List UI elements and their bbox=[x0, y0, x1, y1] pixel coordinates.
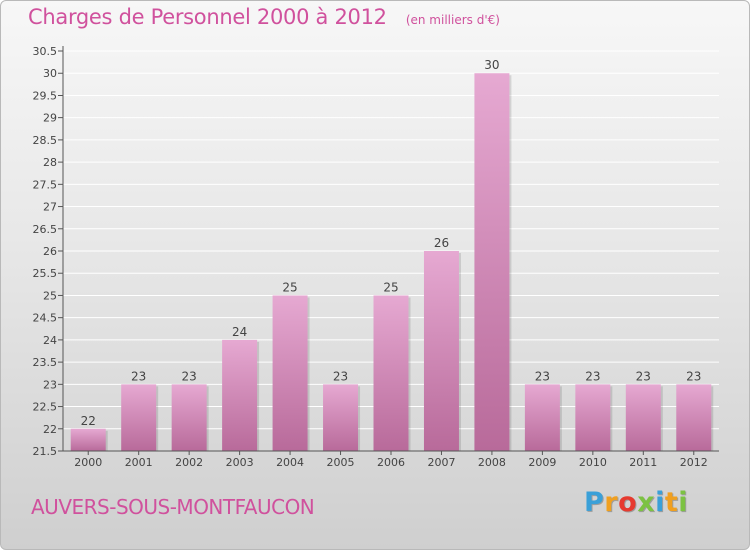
y-tick-label: 28.5 bbox=[33, 134, 58, 147]
value-label: 22 bbox=[81, 414, 96, 428]
y-tick-label: 26.5 bbox=[33, 223, 58, 236]
y-tick-label: 22.5 bbox=[33, 401, 58, 414]
value-label: 25 bbox=[282, 280, 297, 294]
value-label: 23 bbox=[182, 369, 197, 383]
value-label: 23 bbox=[585, 369, 600, 383]
title-text: Charges de Personnel 2000 à 2012 bbox=[28, 5, 387, 29]
x-tick-label: 2006 bbox=[377, 456, 405, 469]
x-tick-label: 2001 bbox=[125, 456, 153, 469]
y-tick-label: 29.5 bbox=[33, 89, 58, 102]
bar-2006 bbox=[373, 295, 409, 451]
x-tick-label: 2010 bbox=[579, 456, 607, 469]
bar-2011 bbox=[625, 384, 661, 451]
y-tick-label: 27.5 bbox=[33, 178, 58, 191]
x-tick-label: 2009 bbox=[528, 456, 556, 469]
bar-2000 bbox=[70, 428, 106, 451]
bar-2004 bbox=[272, 295, 308, 451]
value-label: 23 bbox=[686, 369, 701, 383]
y-tick-label: 26 bbox=[43, 245, 57, 258]
y-tick-label: 25 bbox=[43, 289, 57, 302]
commune-name: AUVERS-SOUS-MONTFAUCON bbox=[31, 495, 315, 519]
x-tick-label: 2012 bbox=[680, 456, 708, 469]
chart-title: Charges de Personnel 2000 à 2012 (en mil… bbox=[28, 5, 500, 29]
y-tick-label: 30 bbox=[43, 67, 57, 80]
y-tick-label: 23 bbox=[43, 378, 57, 391]
x-tick-label: 2008 bbox=[478, 456, 506, 469]
y-tick-label: 24 bbox=[43, 334, 57, 347]
value-label: 26 bbox=[434, 236, 449, 250]
value-label: 30 bbox=[484, 58, 499, 72]
y-tick-label: 21.5 bbox=[33, 445, 58, 458]
x-tick-label: 2007 bbox=[427, 456, 455, 469]
y-tick-label: 28 bbox=[43, 156, 57, 169]
bar-2003 bbox=[222, 339, 258, 451]
bar-2002 bbox=[171, 384, 207, 451]
y-tick-label: 22 bbox=[43, 423, 57, 436]
value-label: 24 bbox=[232, 325, 247, 339]
y-tick-label: 24.5 bbox=[33, 312, 58, 325]
x-tick-label: 2002 bbox=[175, 456, 203, 469]
value-label: 23 bbox=[535, 369, 550, 383]
value-label: 23 bbox=[333, 369, 348, 383]
value-label: 23 bbox=[131, 369, 146, 383]
y-tick-label: 29 bbox=[43, 112, 57, 125]
proxiti-logo: Proxiti bbox=[584, 487, 689, 518]
y-tick-label: 27 bbox=[43, 201, 57, 214]
bar-2009 bbox=[524, 384, 560, 451]
bar-2005 bbox=[323, 384, 359, 451]
bar-2007 bbox=[423, 251, 459, 451]
x-tick-label: 2005 bbox=[327, 456, 355, 469]
y-tick-label: 25.5 bbox=[33, 267, 58, 280]
bar-2012 bbox=[676, 384, 712, 451]
bar-2008 bbox=[474, 73, 510, 451]
bars: 22 23 23 24 25 23 25 26 30 23 23 23 23 bbox=[70, 58, 714, 451]
x-tick-label: 2003 bbox=[226, 456, 254, 469]
y-tick-label: 23.5 bbox=[33, 356, 58, 369]
value-label: 25 bbox=[383, 280, 398, 294]
axes: 21.5 22 22.5 23 23.5 24 24.5 25 25.5 26 26.5 27 27.5… bbox=[33, 45, 719, 469]
bar-2010 bbox=[575, 384, 611, 451]
bar-2001 bbox=[121, 384, 157, 451]
x-tick-label: 2004 bbox=[276, 456, 304, 469]
x-tick-label: 2011 bbox=[629, 456, 657, 469]
x-tick-label: 2000 bbox=[74, 456, 102, 469]
y-tick-label: 30.5 bbox=[33, 45, 58, 58]
unit-text: (en milliers d'€) bbox=[405, 13, 500, 27]
value-label: 23 bbox=[636, 369, 651, 383]
